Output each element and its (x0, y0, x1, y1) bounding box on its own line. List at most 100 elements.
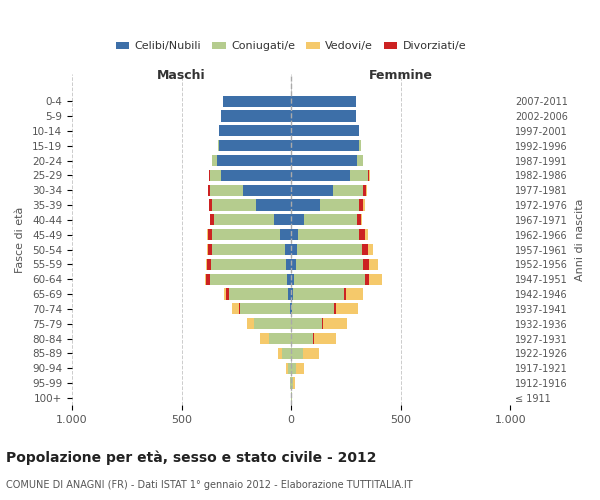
Bar (344, 288, 346, 300)
Text: Maschi: Maschi (157, 69, 206, 82)
Text: COMUNE DI ANAGNI (FR) - Dati ISTAT 1° gennaio 2012 - Elaborazione TUTTITALIA.IT: COMUNE DI ANAGNI (FR) - Dati ISTAT 1° ge… (6, 480, 413, 490)
Bar (320, 200, 359, 210)
Bar (359, 140, 361, 151)
Bar (291, 244, 296, 255)
Bar (209, 170, 210, 181)
Bar (223, 96, 291, 107)
Bar (357, 155, 364, 166)
Bar (221, 110, 291, 122)
Bar (288, 362, 291, 374)
Bar (362, 244, 368, 255)
Bar (295, 274, 365, 285)
Bar (286, 362, 288, 374)
Bar (229, 288, 288, 300)
Bar (210, 274, 287, 285)
Bar (232, 304, 239, 314)
Bar (287, 274, 291, 285)
Bar (322, 318, 323, 330)
Bar (290, 378, 291, 388)
Bar (359, 200, 364, 210)
Bar (323, 318, 347, 330)
Bar (357, 214, 361, 226)
Bar (290, 304, 291, 314)
Bar (209, 200, 212, 210)
Bar (291, 333, 313, 344)
Bar (350, 170, 368, 181)
Bar (369, 170, 370, 181)
Bar (291, 259, 296, 270)
Bar (364, 200, 365, 210)
Bar (212, 229, 280, 240)
Bar (212, 244, 284, 255)
Bar (280, 229, 291, 240)
Bar (364, 184, 365, 196)
Bar (214, 214, 274, 226)
Bar (296, 362, 304, 374)
Bar (221, 170, 291, 181)
Bar (239, 304, 290, 314)
Bar (334, 304, 336, 314)
Bar (313, 333, 314, 344)
Bar (247, 318, 254, 330)
Bar (369, 274, 382, 285)
Bar (206, 259, 207, 270)
Bar (291, 110, 356, 122)
Bar (333, 184, 364, 196)
Text: Popolazione per età, sesso e stato civile - 2012: Popolazione per età, sesso e stato civil… (6, 450, 377, 465)
Text: Femmine: Femmine (369, 69, 433, 82)
Bar (207, 259, 211, 270)
Bar (346, 288, 364, 300)
Bar (210, 170, 221, 181)
Bar (369, 259, 378, 270)
Bar (291, 318, 322, 330)
Bar (359, 229, 365, 240)
Bar (303, 348, 319, 359)
Bar (291, 348, 303, 359)
Bar (293, 378, 295, 388)
Bar (314, 333, 336, 344)
Bar (298, 229, 359, 240)
Bar (274, 214, 291, 226)
Bar (278, 348, 283, 359)
Bar (288, 288, 291, 300)
Bar (296, 244, 362, 255)
Bar (291, 170, 350, 181)
Bar (269, 333, 291, 344)
Bar (224, 288, 226, 300)
Bar (365, 274, 369, 285)
Bar (291, 304, 292, 314)
Bar (217, 155, 291, 166)
Bar (260, 333, 269, 344)
Bar (208, 229, 212, 240)
Bar (207, 244, 208, 255)
Bar (291, 274, 295, 285)
Bar (291, 96, 356, 107)
Bar (219, 126, 291, 136)
Bar (208, 184, 210, 196)
Bar (364, 259, 369, 270)
Y-axis label: Anni di nascita: Anni di nascita (575, 198, 585, 281)
Bar (291, 184, 333, 196)
Bar (291, 155, 357, 166)
Bar (291, 214, 304, 226)
Bar (361, 214, 362, 226)
Bar (293, 288, 344, 300)
Bar (291, 140, 359, 151)
Bar (336, 304, 358, 314)
Bar (291, 229, 298, 240)
Bar (291, 126, 359, 136)
Bar (291, 288, 293, 300)
Bar (205, 274, 206, 285)
Bar (291, 200, 320, 210)
Bar (283, 348, 291, 359)
Bar (291, 362, 296, 374)
Bar (208, 244, 212, 255)
Bar (210, 184, 243, 196)
Bar (368, 244, 373, 255)
Bar (212, 200, 256, 210)
Bar (365, 229, 368, 240)
Bar (284, 244, 291, 255)
Bar (296, 259, 364, 270)
Bar (365, 184, 367, 196)
Bar (304, 214, 357, 226)
